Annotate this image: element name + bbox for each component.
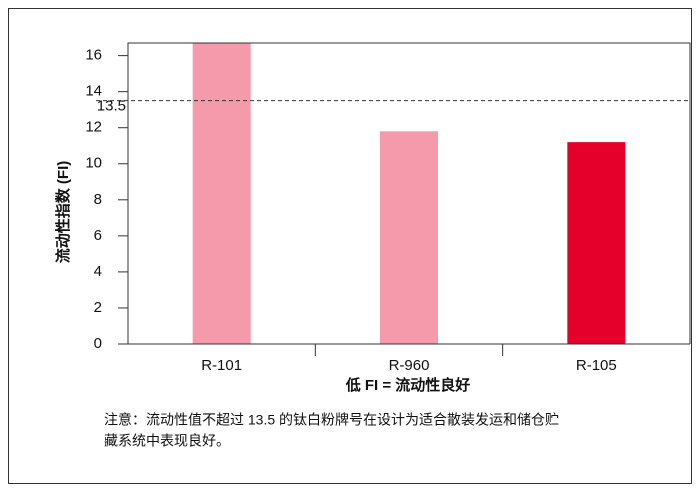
- y-tick-label: 12: [85, 119, 102, 136]
- x-tick-label: R-101: [201, 357, 242, 374]
- y-tick-label: 6: [94, 227, 102, 244]
- bar: [192, 43, 251, 344]
- y-axis-title: 流动性指数 (FI): [54, 161, 72, 264]
- y-tick-label: 4: [94, 263, 102, 280]
- y-tick-label: 10: [85, 155, 102, 172]
- bar: [567, 142, 626, 344]
- y-tick-label: 14: [85, 83, 102, 100]
- note-line: 注意：流动性值不超过 13.5 的钛白粉牌号在设计为适合散装发运和储仓贮: [104, 412, 559, 428]
- y-tick-label: 2: [94, 299, 102, 316]
- note-line: 藏系统中表现良好。: [104, 433, 230, 449]
- x-axis-title: 低 FI = 流动性良好: [345, 376, 471, 394]
- plot-frame: [127, 42, 691, 344]
- y-tick-label: 16: [85, 47, 102, 64]
- x-tick-label: R-960: [389, 357, 430, 374]
- reference-label: 13.5: [97, 98, 126, 115]
- y-tick-label: 0: [94, 335, 102, 352]
- bar: [380, 131, 438, 344]
- x-tick-label: R-105: [576, 357, 617, 374]
- y-tick-label: 8: [94, 191, 102, 208]
- frame: [8, 8, 692, 484]
